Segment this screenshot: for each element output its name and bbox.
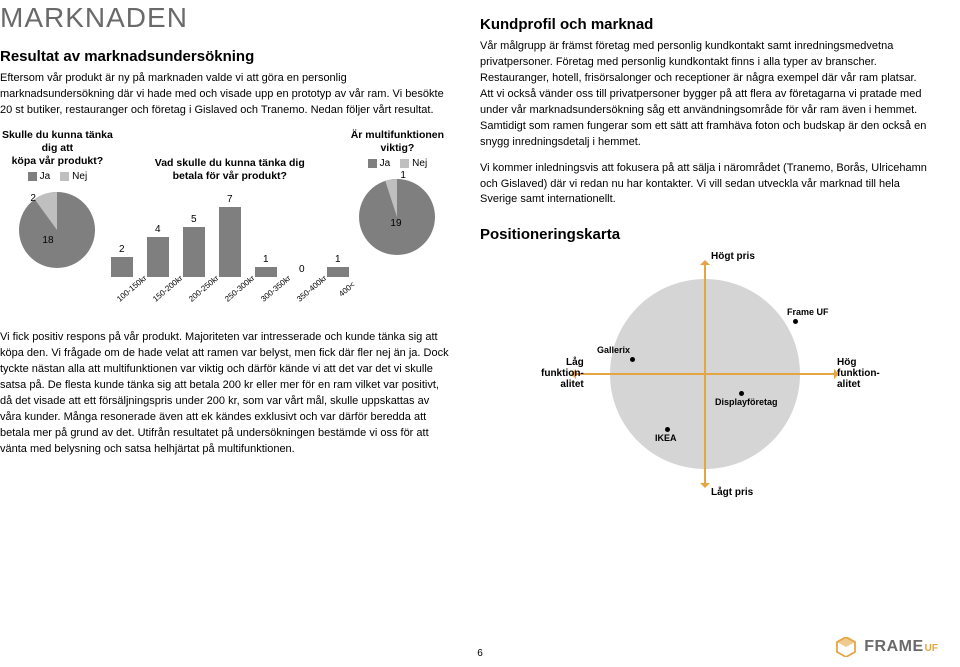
charts-row: Skulle du kunna tänka dig att köpa vår p… (0, 129, 450, 302)
posmap-label-bottom: Lågt pris (711, 487, 753, 498)
posmap-label-right: Hög funktion- alitet (837, 357, 880, 390)
bar-rect (147, 237, 169, 277)
bar-value: 0 (299, 264, 305, 275)
bar-rect (255, 267, 277, 277)
pie2-nej-label: 1 (400, 170, 406, 181)
bar-col: 2 (109, 244, 135, 277)
left-heading: Resultat av marknadsundersökning (0, 48, 450, 65)
company-ikea: IKEA (655, 433, 677, 443)
pie2-title: Är multifunktionen viktig? (345, 129, 450, 155)
left-intro: Eftersom vår produkt är ny på marknaden … (0, 71, 450, 119)
bar-rect (327, 267, 349, 277)
legend-ja: Ja (40, 171, 51, 182)
company-gallerix: Gallerix (597, 345, 630, 355)
posmap-label-left: Låg funktion- alitet (541, 357, 584, 390)
pie2-ja-label: 19 (390, 218, 401, 229)
swatch-nej2 (400, 159, 409, 168)
logo-brand: FRAME (864, 638, 923, 655)
bar-value: 1 (263, 254, 269, 265)
bar-value: 5 (191, 214, 197, 225)
bar-col: 0 (289, 264, 315, 277)
logo-icon (834, 637, 858, 657)
bar-category: 250-300kr (223, 280, 257, 314)
page-number: 6 (477, 648, 483, 659)
bar-value: 4 (155, 224, 161, 235)
left-follow: Vi fick positiv respons på vår produkt. … (0, 330, 450, 458)
right-body2: Vi kommer inledningsvis att fokusera på … (480, 161, 930, 209)
logo-suffix: UF (925, 643, 938, 654)
right-body: Vår målgrupp är främst företag med perso… (480, 39, 930, 151)
main-title: MARKNADEN (0, 2, 450, 34)
legend-ja2: Ja (380, 158, 391, 169)
right-heading: Kundprofil och marknad (480, 16, 930, 33)
bar-col: 4 (145, 224, 171, 277)
bar-rect (219, 207, 241, 277)
bar-value: 2 (119, 244, 125, 255)
legend-nej2: Nej (412, 158, 427, 169)
arrow-down-icon (700, 483, 710, 493)
pie1-nej-label: 2 (30, 193, 36, 204)
barchart-block: Vad skulle du kunna tänka dig betala för… (115, 157, 345, 302)
dot-frame (793, 319, 798, 324)
pie1-title: Skulle du kunna tänka dig att köpa vår p… (0, 129, 115, 168)
bar-category: 300-350kr (259, 280, 293, 314)
positioning-map: Högt pris Lågt pris Låg funktion- alitet… (555, 249, 855, 499)
bar-category: 350-400kr (295, 280, 329, 314)
pie2-legend: Ja Nej (368, 158, 428, 169)
swatch-nej (60, 172, 69, 181)
bar-chart: 2 4 5 7 1 0 1 (109, 187, 351, 277)
pie1-legend: Ja Nej (28, 171, 88, 182)
bar-rect (183, 227, 205, 277)
posmap-axis-h (575, 373, 835, 375)
company-display: Displayföretag (715, 397, 778, 407)
bar-value: 1 (335, 254, 341, 265)
pie1: 2 18 (12, 185, 102, 280)
bar-col: 7 (217, 194, 243, 277)
pie2-block: Är multifunktionen viktig? Ja Nej 1 19 (345, 129, 450, 267)
bar-category: 150-200kr (151, 280, 185, 314)
pie2: 1 19 (352, 172, 442, 267)
brand-logo: FRAMEUF (834, 637, 938, 657)
bar-value: 7 (227, 194, 233, 205)
bar-labels: 100-150kr150-200kr200-250kr250-300kr300-… (109, 280, 351, 302)
pie1-ja-label: 18 (42, 235, 53, 246)
arrow-up-icon (700, 255, 710, 265)
posmap-heading: Positioneringskarta (480, 226, 930, 243)
pie1-block: Skulle du kunna tänka dig att köpa vår p… (0, 129, 115, 280)
bar-col: 1 (253, 254, 279, 277)
bar-category: 400< (331, 280, 365, 314)
bar-category: 100-150kr (115, 280, 149, 314)
swatch-ja (28, 172, 37, 181)
bar-rect (111, 257, 133, 277)
bar-col: 5 (181, 214, 207, 277)
legend-nej: Nej (72, 171, 87, 182)
bar-category: 200-250kr (187, 280, 221, 314)
swatch-ja2 (368, 159, 377, 168)
posmap-label-top: Högt pris (711, 251, 755, 262)
company-frame: Frame UF (787, 307, 829, 317)
bars-title: Vad skulle du kunna tänka dig betala för… (155, 157, 305, 183)
